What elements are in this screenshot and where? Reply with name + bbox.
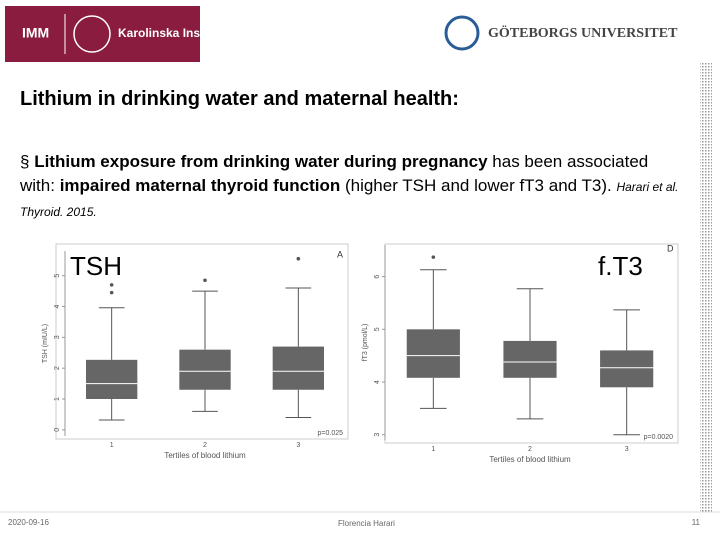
p-value: p=0.0020 <box>644 434 673 441</box>
p-value: p=0.025 <box>318 430 344 437</box>
ki-logo <box>5 6 200 62</box>
outlier <box>109 283 114 287</box>
plot-frame <box>55 243 349 440</box>
x-tick-label: 3 <box>625 446 629 453</box>
box <box>406 329 460 378</box>
y-tick-label: 5 <box>54 274 61 278</box>
overlay-label: TSH <box>70 251 122 281</box>
x-tick-label: 1 <box>110 442 114 449</box>
y-tick-label: 4 <box>54 304 61 308</box>
footer-date: 2020-09-16 <box>8 518 49 527</box>
side-pattern <box>700 62 712 512</box>
box <box>600 350 654 388</box>
y-tick-label: 4 <box>374 380 381 384</box>
bullet-segment: has been associated with: <box>20 152 649 195</box>
bullet-segment: Harari et al. Thyroid. 2015. <box>20 180 679 219</box>
imm-logo: IMM <box>22 25 49 41</box>
gu-name: GÖTEBORGS UNIVERSITET <box>488 24 678 41</box>
x-tick-label: 2 <box>528 446 532 453</box>
slide-title: Lithium in drinking water and maternal h… <box>20 88 459 110</box>
box <box>179 349 231 390</box>
outlier <box>431 255 436 259</box>
y-tick-label: 3 <box>54 335 61 339</box>
y-axis-label: TSH (mIU/L) <box>42 324 49 363</box>
bullet-segment: (higher TSH and lower fT3 and T3). <box>340 176 617 195</box>
y-axis-label: fT3 (pmol/L) <box>362 324 369 362</box>
bullet-segment: Lithium exposure from drinking water dur… <box>34 152 488 171</box>
panel-label: A <box>337 249 343 259</box>
x-tick-label: 2 <box>203 442 207 449</box>
y-tick-label: 5 <box>374 327 381 331</box>
y-tick-label: 1 <box>54 397 61 401</box>
panel-label: D <box>667 243 674 253</box>
gu-emblem <box>444 15 480 51</box>
x-tick-label: 1 <box>431 446 435 453</box>
overlay-label: f.T3 <box>598 251 643 281</box>
ki-name: Karolinska Institutet <box>118 26 233 40</box>
x-tick-label: 3 <box>296 442 300 449</box>
x-axis-label: Tertiles of blood lithium <box>164 451 246 460</box>
box <box>272 346 324 390</box>
box <box>503 340 557 378</box>
x-axis-label: Tertiles of blood lithium <box>489 455 571 464</box>
bullet: § Lithium exposure from drinking water d… <box>20 152 679 219</box>
outlier <box>109 290 114 295</box>
outlier <box>296 256 301 261</box>
y-tick-label: 3 <box>374 433 381 437</box>
y-tick-label: 6 <box>374 275 381 279</box>
y-tick-label: 2 <box>54 366 61 370</box>
footer-page: 11 <box>692 518 701 527</box>
y-tick-label: 0 <box>54 428 61 432</box>
footer-author: Florencia Harari <box>338 519 395 528</box>
outlier <box>203 278 207 283</box>
box <box>86 359 138 399</box>
bullet-segment: impaired maternal thyroid function <box>59 176 341 195</box>
